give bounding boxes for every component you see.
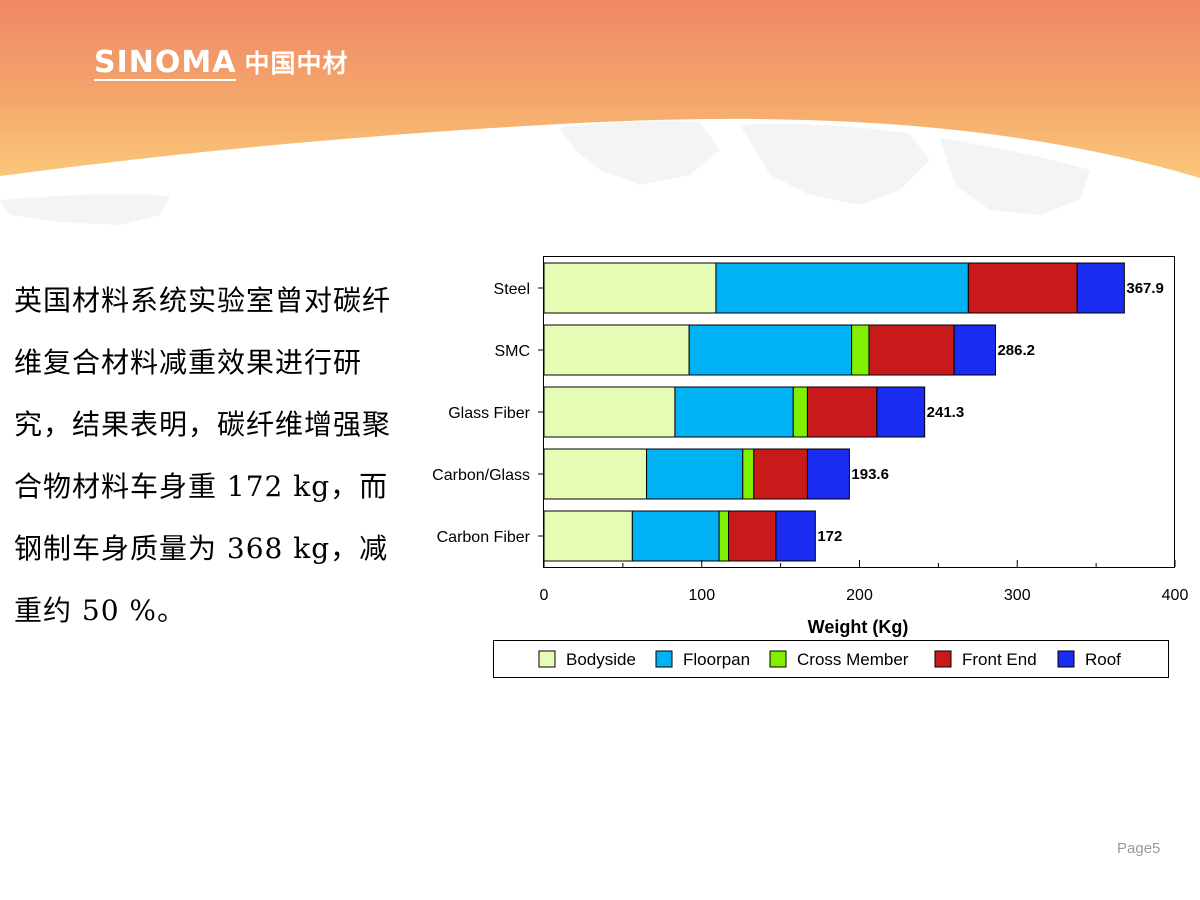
legend-swatch-cross-member	[769, 650, 787, 668]
body-paragraph: 英国材料系统实验室曾对碳纤维复合材料减重效果进行研究，结果表明，碳纤维增强聚合物…	[14, 284, 392, 627]
legend-swatch-floorpan	[655, 650, 673, 668]
page-number: Page5	[1117, 840, 1161, 857]
x-tick-label-300: 300	[1004, 587, 1031, 604]
bar-carbon-fiber-front-end	[728, 510, 777, 562]
bar-glass-fiber-front-end	[806, 386, 878, 438]
bar-steel-roof	[1076, 262, 1125, 314]
bar-glass-fiber-roof	[876, 386, 926, 438]
bar-carbon-glass-floorpan	[646, 448, 744, 500]
bar-steel-bodyside	[543, 262, 717, 314]
bar-carbon-fiber-floorpan	[631, 510, 720, 562]
legend-swatch-bodyside	[538, 650, 556, 668]
total-label-glass-fiber: 241.3	[927, 404, 965, 421]
x-tick-label-200: 200	[846, 587, 873, 604]
bar-smc-bodyside	[543, 324, 690, 376]
bar-glass-fiber-cross-member	[792, 386, 808, 438]
bar-steel-front-end	[967, 262, 1078, 314]
x-tick-label-100: 100	[688, 587, 715, 604]
legend-swatch-roof	[1057, 650, 1075, 668]
bar-carbon-glass-cross-member	[742, 448, 755, 500]
legend-swatch-front-end	[934, 650, 952, 668]
bar-glass-fiber-floorpan	[674, 386, 794, 438]
bar-carbon-glass-roof	[806, 448, 850, 500]
bar-carbon-fiber-cross-member	[718, 510, 730, 562]
header-banner	[0, 0, 1200, 225]
legend-label-bodyside: Bodyside	[566, 650, 636, 669]
x-axis-title: Weight (Kg)	[808, 617, 909, 637]
bar-smc-roof	[953, 324, 996, 376]
sinoma-logo: SINOMA 中国中材	[94, 48, 348, 81]
x-tick-label-0: 0	[540, 587, 549, 604]
bar-smc-floorpan	[688, 324, 853, 376]
legend-label-front-end: Front End	[962, 650, 1037, 669]
bar-carbon-fiber-bodyside	[543, 510, 633, 562]
logo-text-en: SINOMA	[94, 45, 237, 81]
total-label-smc: 286.2	[997, 342, 1035, 359]
y-tick-label-smc: SMC	[494, 343, 530, 360]
y-tick-label-carbon-fiber: Carbon Fiber	[437, 529, 531, 546]
y-tick-label-glass-fiber: Glass Fiber	[448, 405, 530, 422]
total-label-steel: 367.9	[1126, 280, 1164, 297]
legend-label-floorpan: Floorpan	[683, 650, 750, 669]
bar-carbon-fiber-roof	[775, 510, 816, 562]
bar-smc-cross-member	[851, 324, 870, 376]
y-tick-label-steel: Steel	[494, 281, 530, 298]
logo-text-cn: 中国中材	[244, 49, 349, 78]
bar-steel-floorpan	[715, 262, 969, 314]
total-label-carbon-fiber: 172	[817, 528, 842, 545]
bar-smc-front-end	[868, 324, 955, 376]
bar-glass-fiber-bodyside	[543, 386, 676, 438]
legend-label-cross-member: Cross Member	[797, 650, 909, 669]
legend-box	[493, 640, 1169, 678]
total-label-carbon-glass: 193.6	[851, 466, 889, 483]
legend-label-roof: Roof	[1085, 650, 1121, 669]
bar-carbon-glass-bodyside	[543, 448, 648, 500]
bar-carbon-glass-front-end	[753, 448, 808, 500]
y-tick-label-carbon-glass: Carbon/Glass	[432, 467, 530, 484]
x-tick-label-400: 400	[1162, 587, 1189, 604]
